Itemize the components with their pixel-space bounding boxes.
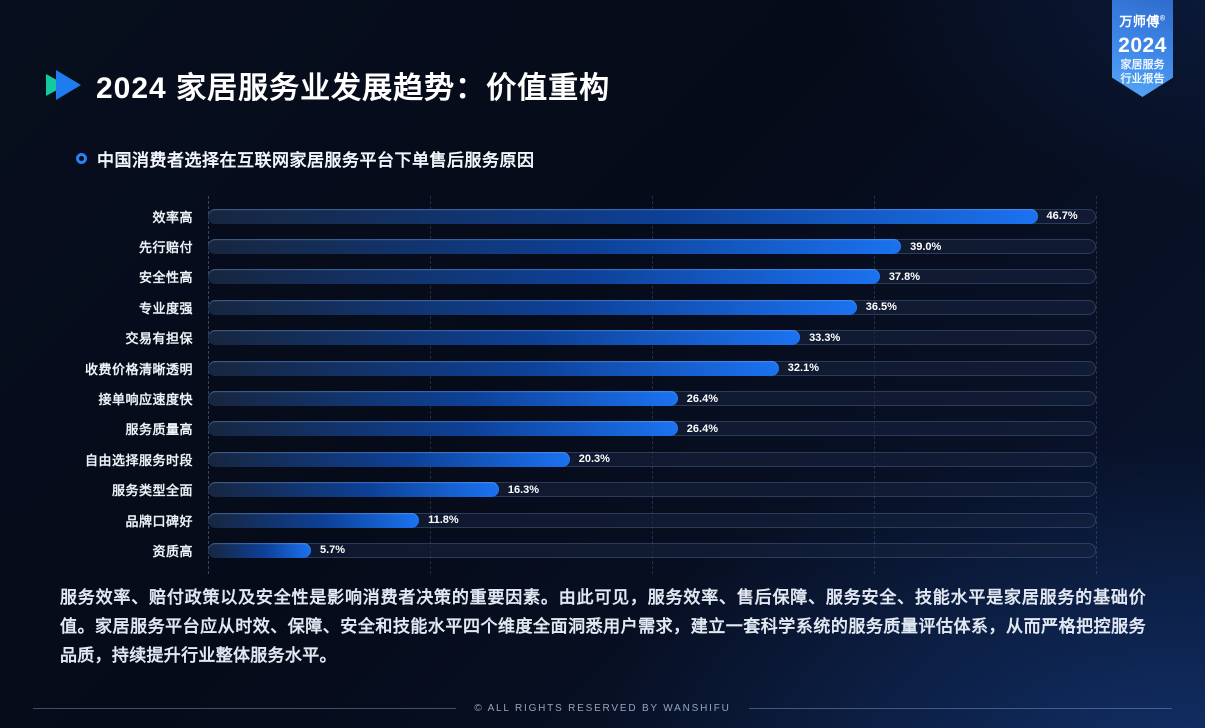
category-label: 效率高 <box>152 209 193 225</box>
value-label: 33.3% <box>809 331 841 344</box>
category-label: 收费价格清晰透明 <box>84 361 193 377</box>
bar-track: 5.7% <box>208 542 1096 558</box>
bar-track: 37.8% <box>208 269 1096 285</box>
footer-divider-left <box>33 708 457 709</box>
brand-name: 万师傅® <box>1119 14 1166 29</box>
category-label: 资质高 <box>152 543 193 559</box>
bar-row: 服务类型全面 16.3% <box>45 475 1096 505</box>
bar-rows: 效率高 46.7% 先行赔付 39.0% 安全性高 37.8% 专业度强 36.5% 交易有担保… <box>45 201 1096 566</box>
chart-header: 中国消费者选择在互联网家居服务平台下单售后服务原因 <box>76 146 535 171</box>
value-label: 46.7% <box>1046 210 1078 223</box>
trademark-symbol: ® <box>1159 15 1166 23</box>
bar-row: 接单响应速度快 26.4% <box>45 383 1096 413</box>
bar-track: 33.3% <box>208 330 1096 346</box>
footer-divider-right <box>748 708 1173 709</box>
ring-bullet-icon <box>76 153 87 164</box>
value-label: 39.0% <box>910 240 942 253</box>
footer: © ALL RIGHTS RESERVED BY WANSHIFU <box>33 703 1173 714</box>
value-label: 36.5% <box>865 301 897 314</box>
double-arrow-icon <box>46 70 81 100</box>
bar-row: 先行赔付 39.0% <box>45 231 1096 261</box>
bar-fill <box>208 299 857 315</box>
value-label: 26.4% <box>686 422 718 435</box>
bar-track: 26.4% <box>208 421 1096 437</box>
bar-fill <box>208 512 420 528</box>
category-label: 安全性高 <box>138 270 193 286</box>
bar-row: 品牌口碑好 11.8% <box>45 505 1096 535</box>
category-label: 服务质量高 <box>125 422 193 438</box>
blue-triangle-icon <box>56 70 81 100</box>
bar-track: 26.4% <box>208 391 1096 407</box>
gridline <box>1096 196 1097 574</box>
value-label: 37.8% <box>888 270 921 283</box>
bar-track: 11.8% <box>208 512 1096 528</box>
value-label: 32.1% <box>787 362 819 375</box>
bar-fill <box>208 360 779 376</box>
category-label: 品牌口碑好 <box>125 513 193 529</box>
bar-fill <box>208 542 311 558</box>
brand-ribbon-badge: 万师傅® 2024 家居服务 行业报告 <box>1112 0 1173 97</box>
bar-fill <box>208 239 902 255</box>
bar-track: 16.3% <box>208 482 1096 498</box>
value-label: 16.3% <box>507 483 540 496</box>
value-label: 26.4% <box>686 392 718 405</box>
category-label: 自由选择服务时段 <box>84 452 193 468</box>
bar-row: 安全性高 37.8% <box>45 262 1096 292</box>
summary-paragraph: 服务效率、赔付政策以及安全性是影响消费者决策的重要因素。由此可见，服务效率、售后… <box>60 588 1146 665</box>
value-label: 5.7% <box>320 544 346 557</box>
value-label: 20.3% <box>578 453 610 466</box>
badge-year: 2024 <box>1118 34 1167 57</box>
bar-fill <box>208 269 880 285</box>
bar-row: 服务质量高 26.4% <box>45 414 1096 444</box>
bar-track: 32.1% <box>208 360 1096 376</box>
bar-track: 46.7% <box>208 208 1096 224</box>
chart-title: 中国消费者选择在互联网家居服务平台下单售后服务原因 <box>97 151 535 170</box>
bar-track: 36.5% <box>208 299 1096 315</box>
bar-row: 自由选择服务时段 20.3% <box>45 444 1096 474</box>
bar-chart: 效率高 46.7% 先行赔付 39.0% 安全性高 37.8% 专业度强 36.5% 交易有担保… <box>45 196 1097 574</box>
bar-fill <box>208 208 1038 224</box>
bar-track: 39.0% <box>208 239 1096 255</box>
header: 2024 家居服务业发展趋势：价值重构 <box>46 63 610 107</box>
badge-line-2: 行业报告 <box>1120 73 1165 86</box>
bar-row: 资质高 5.7% <box>45 535 1096 565</box>
value-label: 11.8% <box>428 514 459 527</box>
bar-fill <box>208 451 570 467</box>
bar-row: 效率高 46.7% <box>45 201 1096 231</box>
category-label: 服务类型全面 <box>111 483 193 499</box>
badge-line-1: 家居服务 <box>1120 59 1165 71</box>
page-title: 2024 家居服务业发展趋势：价值重构 <box>96 72 611 105</box>
copyright-text: © ALL RIGHTS RESERVED BY WANSHIFU <box>474 703 731 714</box>
bar-row: 收费价格清晰透明 32.1% <box>45 353 1096 383</box>
bar-track: 20.3% <box>208 451 1096 467</box>
category-label: 接单响应速度快 <box>98 392 193 408</box>
category-label: 交易有担保 <box>125 331 193 347</box>
bar-row: 交易有担保 33.3% <box>45 323 1096 353</box>
bar-fill <box>208 421 678 437</box>
bar-fill <box>208 482 499 498</box>
bar-fill <box>208 330 801 346</box>
category-label: 专业度强 <box>138 300 193 316</box>
category-label: 先行赔付 <box>138 240 193 256</box>
bar-fill <box>208 391 678 407</box>
bar-row: 专业度强 36.5% <box>45 292 1096 322</box>
